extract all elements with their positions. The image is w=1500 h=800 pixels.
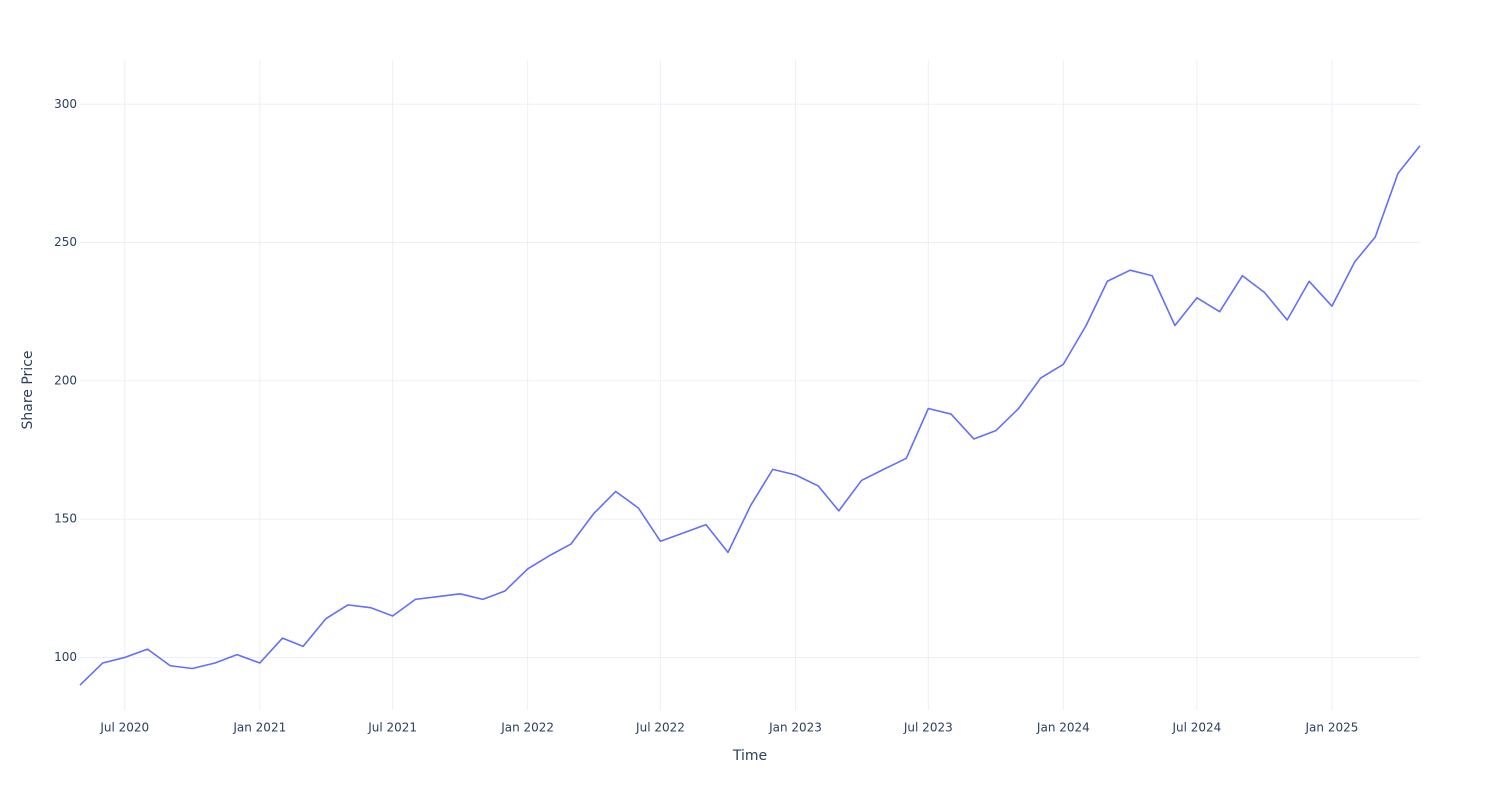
x-tick-label: Jan 2022 — [500, 721, 554, 735]
y-tick-label: 250 — [54, 235, 77, 249]
x-tick-label: Jan 2024 — [1036, 721, 1090, 735]
y-tick-label: 200 — [54, 373, 77, 387]
y-axis-label: Share Price — [20, 350, 36, 429]
x-tick-label: Jul 2020 — [99, 721, 149, 735]
x-tick-label: Jan 2023 — [768, 721, 822, 735]
x-tick-label: Jul 2022 — [635, 721, 685, 735]
x-tick-label: Jan 2025 — [1305, 721, 1359, 735]
y-tick-label: 100 — [54, 650, 77, 664]
x-axis-label: Time — [732, 748, 767, 764]
x-tick-label: Jan 2021 — [232, 721, 286, 735]
y-tick-label: 300 — [54, 97, 77, 111]
x-tick-label: Jul 2024 — [1171, 721, 1221, 735]
x-tick-label: Jul 2021 — [367, 721, 417, 735]
x-tick-label: Jul 2023 — [903, 721, 953, 735]
y-tick-label: 150 — [54, 512, 77, 526]
line — [79, 145, 1421, 686]
